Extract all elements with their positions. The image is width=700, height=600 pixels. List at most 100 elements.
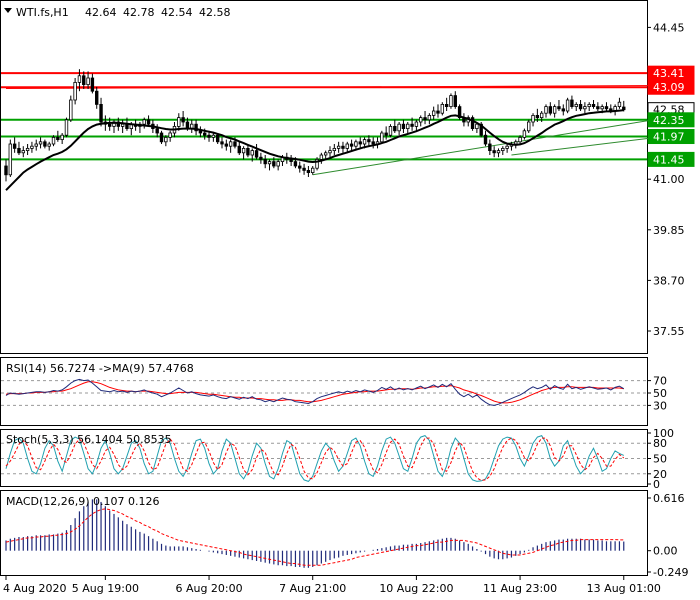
candle-body-bear bbox=[358, 141, 362, 145]
ohlc-close: 42.58 bbox=[199, 6, 231, 19]
candle-body-bull bbox=[73, 82, 77, 101]
candle-body-bull bbox=[600, 106, 604, 110]
candle-body-bull bbox=[328, 150, 332, 154]
stoch-indicator-label: Stoch(5,3,3) 56.1404 50.8535 bbox=[6, 433, 172, 446]
candle-body-bear bbox=[237, 145, 241, 154]
candle-body-bear bbox=[298, 165, 302, 169]
candle-body-bear bbox=[444, 104, 449, 108]
candle-body-bull bbox=[552, 106, 557, 114]
candle-body-bull bbox=[388, 126, 393, 136]
candle-body-bull bbox=[267, 161, 272, 165]
candle-body-bull bbox=[51, 136, 56, 145]
candle-body-bear bbox=[488, 143, 492, 151]
candle-body-bear bbox=[82, 75, 86, 86]
stoch-signal-line bbox=[5, 437, 625, 481]
x-axis-label: 4 Aug 2020 bbox=[3, 582, 66, 595]
trendline bbox=[511, 135, 668, 156]
candle-body-bull bbox=[531, 115, 535, 123]
price-badge-support bbox=[647, 112, 695, 128]
candle-body-bear bbox=[483, 134, 488, 145]
x-axis-label: 5 Aug 19:00 bbox=[72, 582, 139, 595]
candle-body-bear bbox=[557, 106, 561, 110]
candle-body-bear bbox=[341, 145, 345, 149]
candle-body-bear bbox=[535, 115, 540, 119]
price-axis-label: 37.55 bbox=[653, 325, 685, 338]
candle-body-bull bbox=[64, 119, 69, 136]
candle-body-bull bbox=[164, 136, 168, 143]
candle-body-bull bbox=[319, 154, 324, 160]
candle-body-bull bbox=[8, 143, 13, 176]
macd-signal-line bbox=[5, 508, 624, 566]
stoch-axis-label: 50 bbox=[653, 453, 667, 466]
candle-body-bear bbox=[548, 106, 553, 114]
candle-body-bear bbox=[306, 169, 311, 173]
rsi-pane-frame bbox=[0, 357, 648, 426]
stoch-main-line bbox=[5, 434, 625, 482]
price-badge-label: 43.41 bbox=[653, 67, 685, 80]
candle-body-bull bbox=[496, 150, 501, 154]
candle-body-bull bbox=[440, 104, 445, 114]
candle-body-bear bbox=[604, 106, 609, 110]
price-pane-frame bbox=[0, 0, 648, 354]
candle-body-bull bbox=[397, 123, 401, 132]
macd-axis-label: -0.249 bbox=[653, 566, 688, 579]
candle-body-bear bbox=[107, 123, 112, 127]
price-axis-label: 38.70 bbox=[653, 274, 685, 287]
candle-body-bull bbox=[587, 104, 591, 108]
candle-body-bull bbox=[505, 145, 509, 149]
candle-body-bear bbox=[384, 132, 388, 136]
candle-body-bull bbox=[427, 115, 432, 121]
price-axis-label: 44.45 bbox=[653, 21, 685, 34]
candle-body-bear bbox=[453, 95, 457, 107]
x-axis-label: 11 Aug 23:00 bbox=[483, 582, 557, 595]
rsi-indicator-label: RSI(14) 56.7274 ->MA(9) 57.4768 bbox=[6, 362, 194, 375]
candle-body-bull bbox=[315, 158, 319, 169]
candle-body-bear bbox=[246, 147, 250, 156]
price-axis-label: 39.85 bbox=[653, 224, 685, 237]
candle-body-bull bbox=[574, 104, 578, 108]
candle-body-bear bbox=[4, 165, 8, 176]
candle-body-bear bbox=[272, 161, 276, 167]
candle-body-bear bbox=[410, 123, 414, 127]
macd-axis-label: 0.00 bbox=[653, 545, 678, 558]
candle-body-bull bbox=[475, 123, 479, 129]
candle-body-bull bbox=[419, 117, 423, 123]
symbol-dropdown-icon[interactable] bbox=[4, 8, 12, 13]
candle-body-bull bbox=[501, 147, 505, 151]
candle-body-bull bbox=[406, 123, 410, 129]
x-axis-label: 7 Aug 21:00 bbox=[279, 582, 346, 595]
candle-body-bull bbox=[25, 147, 30, 151]
candle-body-bear bbox=[207, 134, 211, 138]
rsi-line bbox=[5, 378, 625, 406]
candle-body-bear bbox=[17, 147, 21, 154]
price-axis-label: 41.00 bbox=[653, 173, 685, 186]
macd-axis-label: 0.616 bbox=[653, 492, 685, 505]
candle-body-bear bbox=[436, 110, 440, 114]
price-badge-resistance bbox=[647, 79, 695, 95]
chart-symbol: WTI.fs,H1 bbox=[16, 6, 69, 19]
rsi-axis-label: 70 bbox=[653, 375, 667, 388]
candle-body-bull bbox=[120, 123, 125, 127]
candle-body-bull bbox=[34, 143, 38, 147]
candle-body-bull bbox=[77, 75, 82, 83]
candle-body-bear bbox=[43, 141, 47, 147]
candle-body-bear bbox=[215, 134, 220, 143]
candle-body-bear bbox=[90, 77, 95, 92]
candle-body-bull bbox=[332, 147, 337, 151]
stoch-axis-label: 100 bbox=[653, 427, 674, 440]
candle-body-bull bbox=[177, 117, 181, 127]
candle-body-bear bbox=[56, 136, 60, 140]
candle-body-bull bbox=[449, 95, 453, 107]
price-badge-label: 41.45 bbox=[653, 153, 685, 166]
candle-body-bull bbox=[250, 150, 254, 156]
candle-body-bull bbox=[30, 145, 34, 149]
rsi-axis-label: 30 bbox=[653, 399, 667, 412]
candle-body-bull bbox=[86, 77, 90, 85]
candle-body-bull bbox=[336, 145, 341, 149]
rsi-axis-label: 50 bbox=[653, 387, 667, 400]
candle-body-bull bbox=[514, 141, 518, 145]
candle-body-bear bbox=[401, 123, 406, 129]
macd-pane: 0.616 0.00 -0.249 bbox=[5, 492, 688, 579]
